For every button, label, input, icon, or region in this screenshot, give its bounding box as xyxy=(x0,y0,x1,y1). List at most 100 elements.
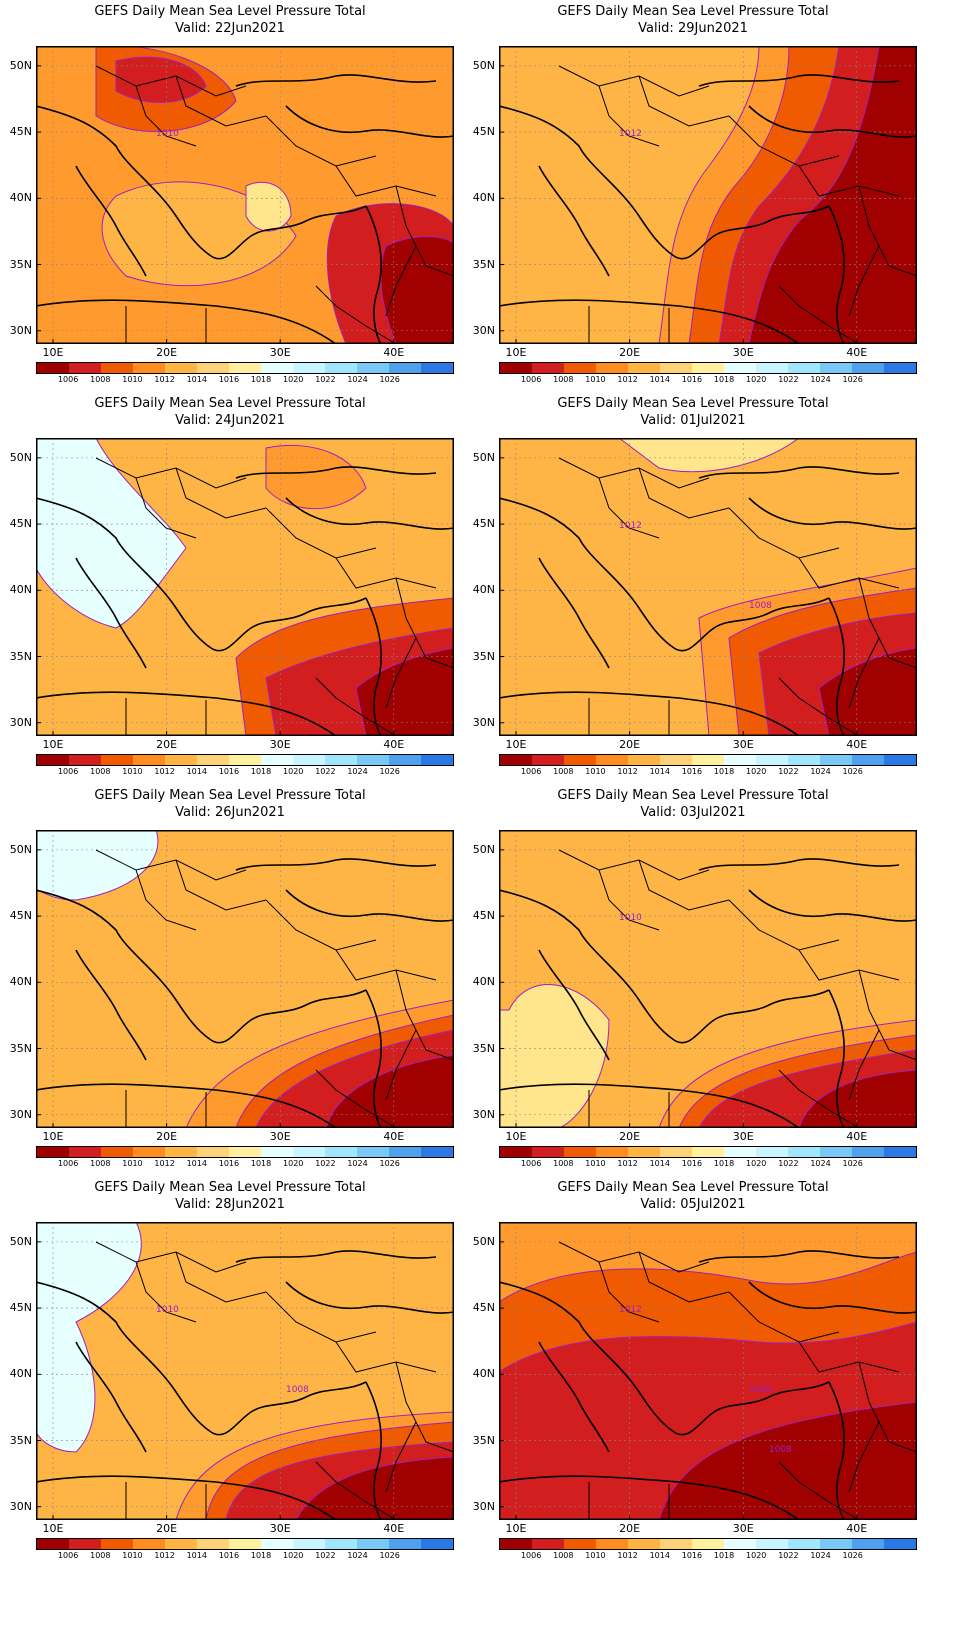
colorbar-segment xyxy=(596,363,628,373)
colorbar-label: 1022 xyxy=(315,375,336,384)
coastline xyxy=(36,1475,337,1520)
contour-label: 1010 xyxy=(156,129,179,139)
colorbar-segment xyxy=(357,1147,389,1157)
colorbar-segment xyxy=(564,1539,596,1549)
colorbar-segment xyxy=(852,1147,884,1157)
coastline xyxy=(748,1281,917,1314)
colorbar-segment xyxy=(788,1539,820,1549)
colorbar-label: 1010 xyxy=(585,767,606,776)
coastline xyxy=(36,889,212,1041)
country-border xyxy=(335,165,437,197)
coastline xyxy=(235,466,437,479)
country-border xyxy=(385,637,417,709)
colorbar-segment xyxy=(884,363,916,373)
coastline xyxy=(36,691,337,736)
country-border xyxy=(175,1251,267,1303)
country-border xyxy=(778,1461,860,1520)
colorbar-segment xyxy=(101,1147,133,1157)
panel-valid-date: Valid: 29Jun2021 xyxy=(638,21,748,36)
lat-tick-label: 30N xyxy=(9,1499,32,1513)
country-border xyxy=(778,677,860,736)
colorbar-segment xyxy=(37,1539,69,1549)
panel-title: GEFS Daily Mean Sea Level Pressure Total xyxy=(557,788,829,803)
coastline xyxy=(499,1281,675,1433)
lat-tick-label: 45N xyxy=(472,517,495,531)
lat-tick-label: 40N xyxy=(472,583,495,597)
colorbar-segment xyxy=(165,1147,197,1157)
coastline xyxy=(36,1083,337,1128)
colorbar-label: 1014 xyxy=(649,1551,670,1560)
colorbar-segment xyxy=(325,1539,357,1549)
colorbar-label: 1026 xyxy=(379,1551,400,1560)
lat-tick-label: 35N xyxy=(472,649,495,663)
pressure-map: 1012 1008 1008 xyxy=(499,1222,917,1520)
colorbar-label: 1006 xyxy=(520,375,542,384)
map-panel: GEFS Daily Mean Sea Level Pressure Total… xyxy=(463,0,923,410)
coastline xyxy=(235,74,437,87)
colorbar-segment xyxy=(692,1147,724,1157)
coastline xyxy=(75,1341,147,1453)
colorbar-segment xyxy=(261,363,293,373)
lat-tick-label: 50N xyxy=(9,58,32,72)
colorbar xyxy=(36,754,454,766)
colorbar-segment xyxy=(500,755,532,765)
colorbar-segment xyxy=(884,755,916,765)
lat-tick-label: 35N xyxy=(9,1041,32,1055)
lon-tick-label: 40E xyxy=(846,346,868,359)
colorbar-segment xyxy=(229,1539,261,1549)
colorbar-label: 1008 xyxy=(553,1551,574,1560)
map-frame xyxy=(499,1222,917,1520)
map-frame xyxy=(499,830,917,1128)
coastline xyxy=(36,1281,212,1433)
lon-tick-label: 20E xyxy=(156,738,178,751)
colorbar-segment xyxy=(756,1147,788,1157)
lat-tick-label: 50N xyxy=(472,58,495,72)
colorbar-label: 1012 xyxy=(617,1551,638,1560)
lon-tick-label: 20E xyxy=(156,1522,178,1535)
colorbar-segment xyxy=(628,755,660,765)
country-border xyxy=(335,949,437,981)
country-border xyxy=(728,899,840,951)
colorbar-label: 1016 xyxy=(218,1159,240,1168)
colorbar-label: 1014 xyxy=(649,1159,670,1168)
colorbar-segment xyxy=(532,1147,564,1157)
colorbar-segment xyxy=(357,755,389,765)
panel-title: GEFS Daily Mean Sea Level Pressure Total xyxy=(557,4,829,19)
lon-tick-label: 40E xyxy=(846,1130,868,1143)
lon-tick-label: 30E xyxy=(269,1130,291,1143)
pressure-map: 1010 xyxy=(499,830,917,1128)
colorbar-segment xyxy=(884,1539,916,1549)
lon-tick-label: 20E xyxy=(156,346,178,359)
colorbar-label: 1026 xyxy=(379,1159,400,1168)
coastline xyxy=(499,299,800,344)
lat-tick-label: 30N xyxy=(472,1499,495,1513)
country-border xyxy=(385,245,417,317)
colorbar-segment xyxy=(692,1539,724,1549)
coastline xyxy=(499,889,675,1041)
country-border xyxy=(848,637,880,709)
colorbar-segment xyxy=(756,1539,788,1549)
panel-title: GEFS Daily Mean Sea Level Pressure Total xyxy=(94,4,366,19)
colorbar-segment xyxy=(596,1539,628,1549)
colorbar-segment xyxy=(229,1147,261,1157)
colorbar-segment xyxy=(724,1539,756,1549)
lat-tick-label: 45N xyxy=(9,517,32,531)
colorbar-label: 1010 xyxy=(122,1551,143,1560)
colorbar-segment xyxy=(101,1539,133,1549)
pressure-zone-1006 xyxy=(818,647,917,736)
colorbar-segment xyxy=(389,755,421,765)
country-border xyxy=(385,1421,417,1493)
panel-title: GEFS Daily Mean Sea Level Pressure Total xyxy=(94,396,366,411)
colorbar-segment xyxy=(165,1539,197,1549)
colorbar xyxy=(499,1538,917,1550)
colorbar-label: 1006 xyxy=(520,1551,542,1560)
colorbar-label: 1008 xyxy=(553,1159,574,1168)
colorbar-label: 1022 xyxy=(315,767,336,776)
colorbar-segment xyxy=(357,363,389,373)
colorbar-segment xyxy=(197,1539,229,1549)
colorbar-label: 1006 xyxy=(57,1159,79,1168)
colorbar-label: 1024 xyxy=(347,767,368,776)
country-border xyxy=(598,869,660,931)
colorbar-label: 1022 xyxy=(778,1551,799,1560)
colorbar-segment xyxy=(852,1539,884,1549)
